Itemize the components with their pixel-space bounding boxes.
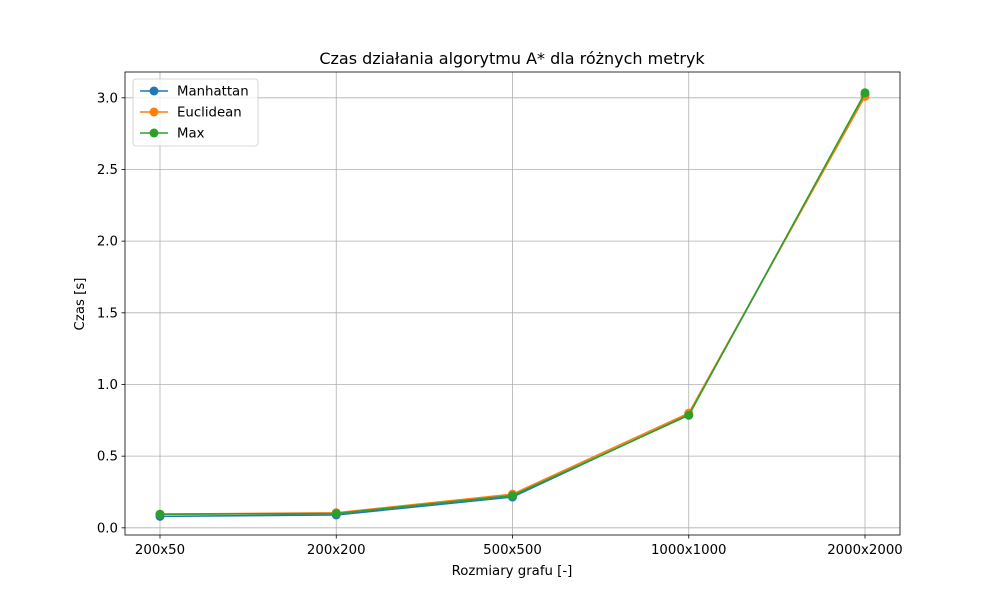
tick-labels: 200x50 200x200 500x500 1000x1000 2000x2000 0.… <box>97 91 903 558</box>
x-tick-label: 500x500 <box>483 543 542 558</box>
grid <box>125 72 900 535</box>
data-point <box>860 88 870 98</box>
y-tick-label: 3.0 <box>97 91 118 106</box>
y-tick-label: 1.0 <box>97 378 118 393</box>
x-tick-label: 1000x1000 <box>651 543 727 558</box>
series-max <box>155 88 870 519</box>
legend: Manhattan Euclidean Max <box>132 78 259 147</box>
y-axis-label: Czas [s] <box>73 278 88 331</box>
data-point <box>155 509 165 519</box>
data-point <box>331 508 341 518</box>
y-tick-label: 2.5 <box>97 163 118 178</box>
x-tick-label: 200x200 <box>307 543 366 558</box>
legend-label: Euclidean <box>177 106 242 121</box>
x-tick-label: 2000x2000 <box>827 543 903 558</box>
chart-title: Czas działania algorytmu A* dla różnych … <box>319 49 705 68</box>
plot-frame <box>124 71 901 536</box>
x-axis-label: Rozmiary grafu [-] <box>452 564 573 579</box>
x-tick-label: 200x50 <box>135 543 185 558</box>
legend-label: Max <box>177 127 205 142</box>
legend-box <box>132 78 259 147</box>
data-point <box>508 491 517 501</box>
data-point <box>684 410 694 420</box>
y-tick-label: 1.5 <box>97 306 118 321</box>
axes <box>121 71 901 539</box>
y-tick-label: 2.0 <box>97 235 118 250</box>
legend-marker <box>149 128 159 138</box>
legend-item-manhattan: Manhattan <box>140 85 249 100</box>
legend-item-euclidean: Euclidean <box>140 106 242 121</box>
legend-item-max: Max <box>140 127 205 142</box>
y-tick-label: 0.0 <box>97 521 118 536</box>
legend-marker <box>149 86 159 96</box>
series-layer <box>155 88 870 521</box>
legend-label: Manhattan <box>177 85 249 100</box>
y-tick-label: 0.5 <box>97 450 118 465</box>
legend-marker <box>149 107 159 117</box>
